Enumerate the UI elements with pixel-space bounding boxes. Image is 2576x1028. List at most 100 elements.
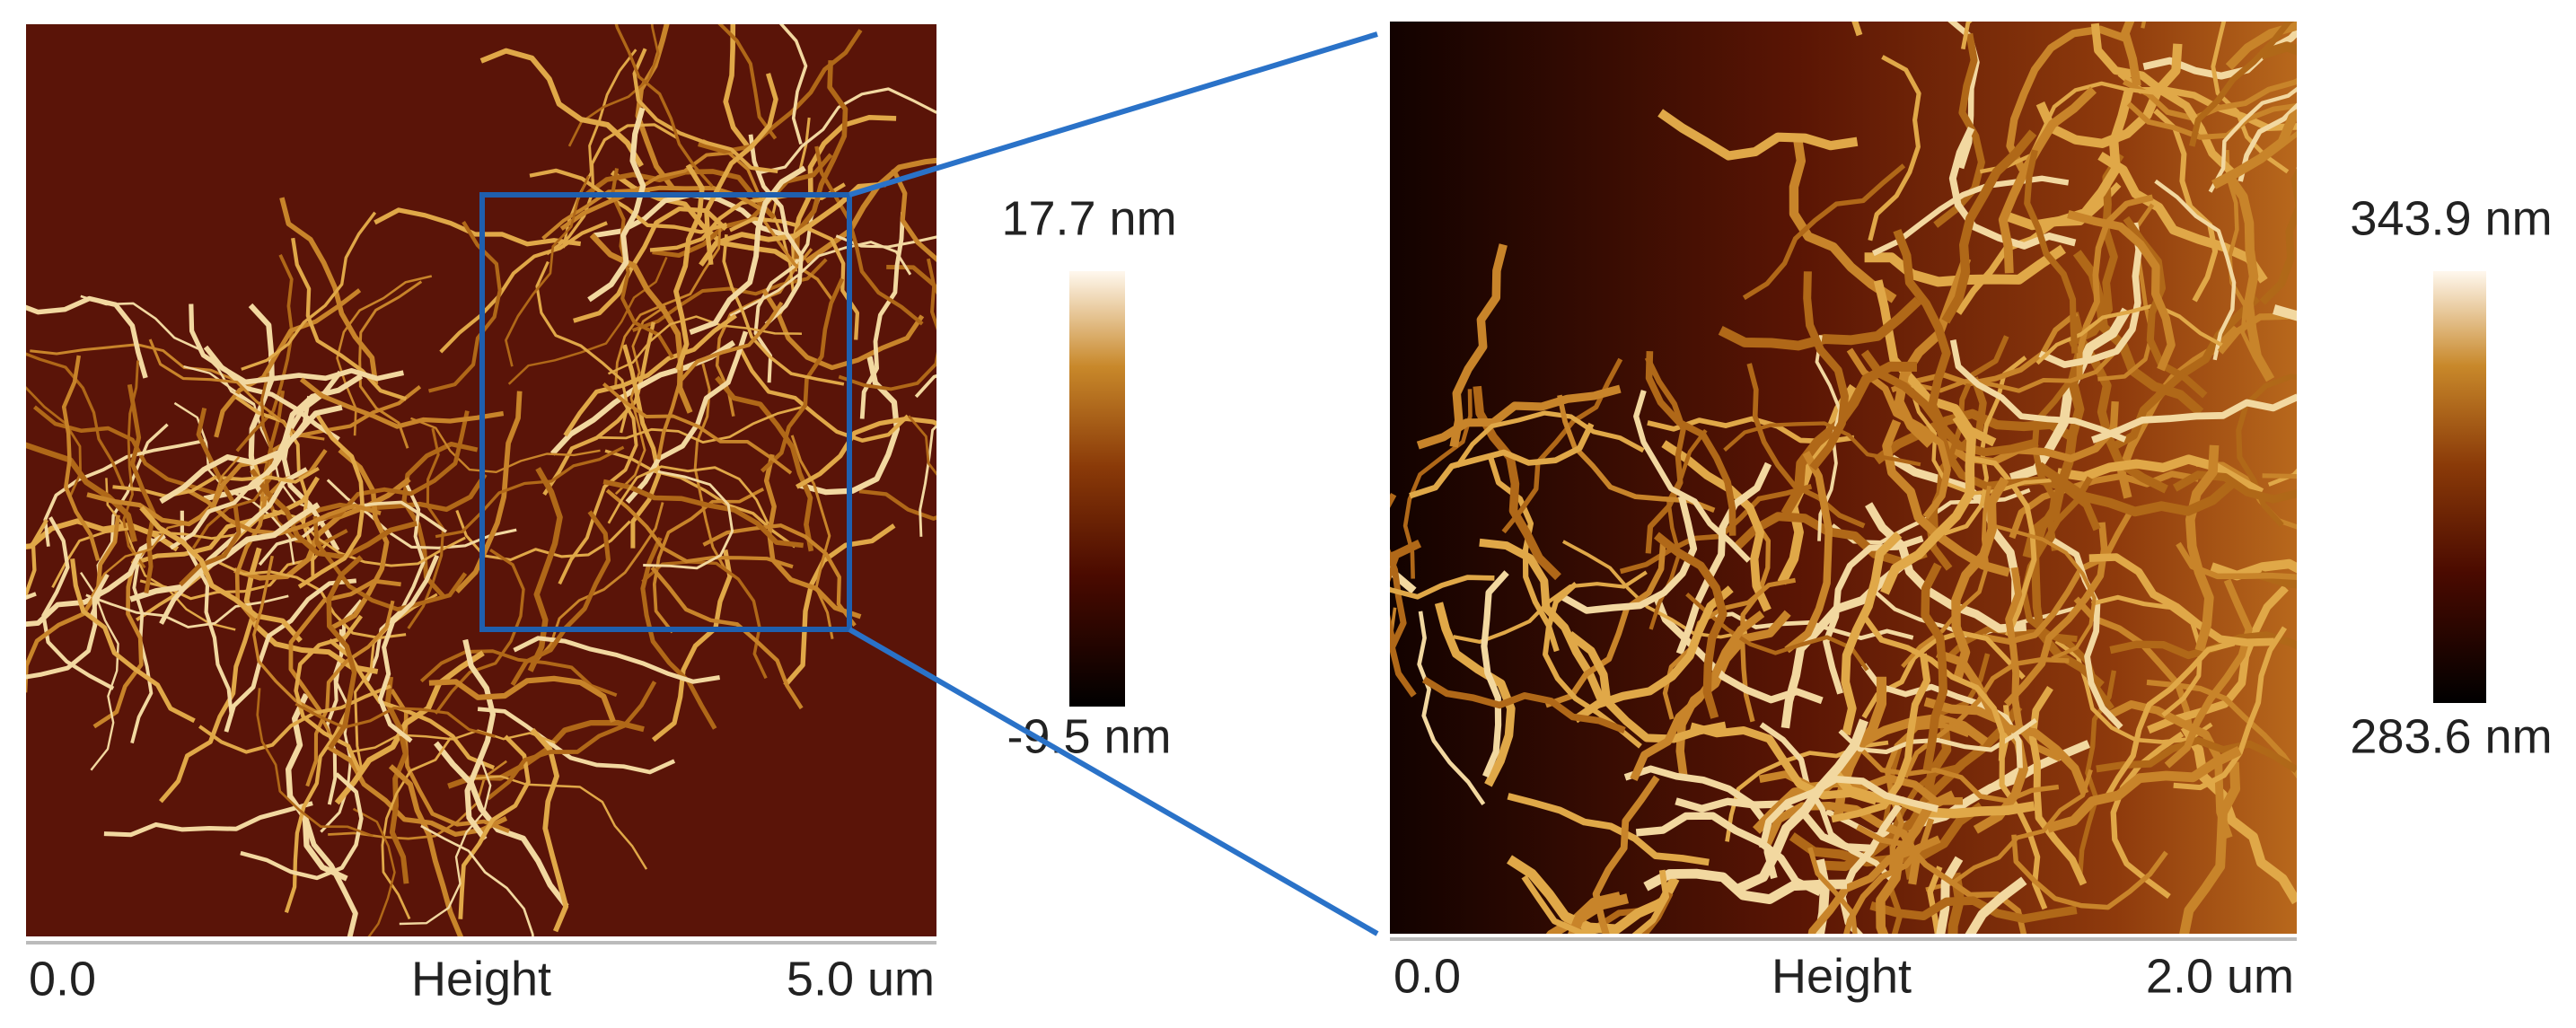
fibril: [2259, 570, 2297, 589]
fibril: [2091, 393, 2297, 444]
fibril: [2123, 77, 2297, 121]
fibril: [130, 476, 320, 567]
fibril: [312, 515, 468, 611]
fibril: [291, 237, 408, 401]
fibril: [1390, 607, 1397, 645]
fibril: [139, 505, 303, 643]
fibril: [1690, 722, 1877, 805]
fibril: [625, 330, 749, 505]
fibril: [381, 736, 453, 920]
fibril: [1653, 532, 1728, 719]
fibril: [2211, 22, 2290, 174]
fibril: [510, 510, 611, 687]
fibril: [2189, 22, 2295, 147]
fibril: [85, 593, 289, 628]
fibril: [2110, 731, 2185, 900]
fibril: [1561, 495, 1698, 614]
fibril: [2096, 736, 2297, 773]
fibril: [1521, 869, 1669, 934]
fibril: [838, 258, 936, 391]
fibril: [1982, 508, 2134, 645]
fibril: [198, 684, 391, 754]
fibril: [1568, 893, 1630, 934]
fibril: [1759, 776, 1939, 849]
fibril: [607, 465, 769, 525]
fibril: [2035, 303, 2226, 365]
fibril: [1544, 541, 1666, 708]
fibril: [2296, 166, 2297, 170]
fibril: [1507, 855, 1680, 934]
fibril: [1434, 602, 1516, 787]
scale-start: 0.0: [29, 952, 96, 1006]
fibril: [1685, 592, 1869, 672]
fibril: [1481, 570, 1509, 778]
fibril: [2126, 101, 2297, 140]
fibril: [458, 734, 531, 919]
fibril: [127, 383, 156, 594]
fibril: [305, 600, 395, 787]
fibril: [614, 305, 666, 496]
fibril: [641, 560, 768, 680]
fibril: [2147, 584, 2289, 734]
fibrils: [1390, 22, 2297, 934]
scale-end: 5.0 um: [787, 952, 935, 1006]
fibril: [1645, 350, 1736, 536]
fibril: [535, 260, 629, 434]
fibril: [532, 502, 664, 666]
fibril: [614, 221, 722, 390]
fibril: [2067, 210, 2176, 372]
fibril: [2097, 152, 2268, 284]
fibril: [2056, 454, 2264, 497]
fibril: [1927, 865, 1943, 934]
fibril: [241, 211, 377, 371]
fibril: [1947, 872, 1965, 934]
fibril: [1841, 531, 1903, 736]
fibril: [90, 456, 241, 598]
fibril: [358, 280, 423, 449]
fibril: [299, 377, 505, 429]
fibril: [354, 593, 438, 773]
fibril: [1979, 81, 2155, 174]
fibril: [1652, 593, 1824, 705]
fibril: [1736, 718, 1868, 893]
colorbar-max: 17.7 nm: [1001, 191, 1176, 245]
fibril: [420, 824, 534, 936]
connector: [848, 627, 1379, 936]
fibrils: [26, 24, 936, 936]
fibril: [159, 467, 308, 625]
fibril: [919, 424, 936, 537]
fibril: [790, 435, 834, 639]
fibril: [1807, 847, 1858, 934]
channel-label: Height: [411, 952, 551, 1006]
fibril: [2076, 194, 2154, 380]
fibril: [2154, 179, 2237, 361]
fibril: [159, 614, 255, 804]
fibril: [1644, 356, 1686, 554]
fibril: [1630, 610, 1765, 782]
fibril: [607, 315, 803, 375]
fibril: [1895, 257, 1972, 448]
fibril: [2005, 89, 2134, 231]
fibril: [2011, 834, 2168, 910]
fibril: [183, 365, 321, 514]
fibril: [778, 24, 808, 145]
fibril: [2102, 640, 2236, 803]
fibril: [1409, 422, 1595, 499]
fibril: [1949, 339, 2127, 443]
fibril: [388, 764, 464, 936]
fibril: [2046, 746, 2242, 833]
fibril: [729, 241, 912, 318]
fibril: [652, 488, 765, 634]
fibril: [1869, 896, 2078, 924]
fibril: [122, 360, 146, 569]
fibril: [758, 87, 936, 175]
fibril: [760, 277, 845, 473]
fibril: [1784, 451, 1833, 654]
fibril: [689, 165, 806, 336]
fibril: [26, 352, 125, 488]
fibril: [399, 760, 492, 926]
fibril: [1843, 818, 1935, 934]
fibril: [401, 442, 479, 599]
fibril: [704, 73, 778, 266]
